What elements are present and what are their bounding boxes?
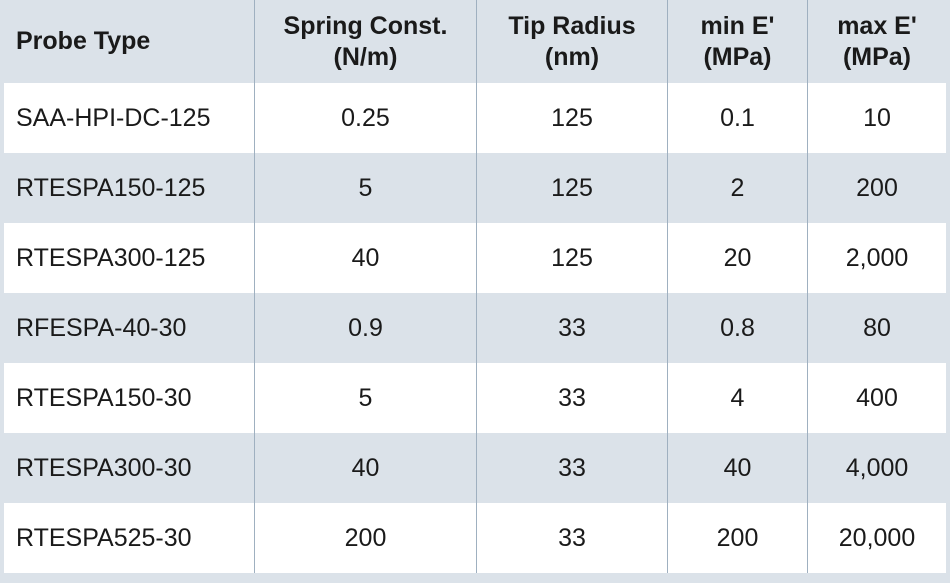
- table-cell: 33: [476, 433, 667, 503]
- table-cell: RTESPA300-125: [16, 243, 206, 272]
- table-cell: 40: [254, 223, 476, 293]
- table-row: RTESPA150-30 5 33 4 400: [4, 363, 946, 433]
- table-cell: 5: [254, 363, 476, 433]
- table-cell: 40: [254, 433, 476, 503]
- table-cell: 125: [476, 223, 667, 293]
- table-cell: SAA-HPI-DC-125: [16, 103, 211, 132]
- table-cell: RFESPA-40-30: [16, 313, 187, 342]
- table-cell: 33: [476, 503, 667, 573]
- table-cell: 5: [254, 153, 476, 223]
- table-cell: 125: [476, 153, 667, 223]
- table-row: RFESPA-40-30 0.9 33 0.8 80: [4, 293, 946, 363]
- column-header: max E' (MPa): [807, 0, 946, 83]
- table-cell: 20,000: [807, 503, 946, 573]
- table-cell: 4,000: [807, 433, 946, 503]
- header-row: Probe Type Spring Const. (N/m) Tip Radius …: [4, 0, 946, 83]
- column-header: Spring Const. (N/m): [254, 0, 476, 83]
- table-cell: 33: [476, 363, 667, 433]
- table-cell: 200: [807, 153, 946, 223]
- table-cell: 20: [667, 223, 807, 293]
- table-cell: 0.8: [667, 293, 807, 363]
- table-cell: 40: [667, 433, 807, 503]
- column-header: Tip Radius (nm): [476, 0, 667, 83]
- table-row: RTESPA300-30 40 33 40 4,000: [4, 433, 946, 503]
- table-cell: 200: [667, 503, 807, 573]
- table-cell: 125: [476, 83, 667, 153]
- table-cell: 400: [807, 363, 946, 433]
- column-header: Probe Type: [16, 27, 151, 55]
- table-cell: 33: [476, 293, 667, 363]
- table-cell: 80: [807, 293, 946, 363]
- table-cell: 0.9: [254, 293, 476, 363]
- table-cell: RTESPA300-30: [16, 453, 192, 482]
- table-row: RTESPA150-125 5 125 2 200: [4, 153, 946, 223]
- table-row: RTESPA525-30 200 33 200 20,000: [4, 503, 946, 573]
- probe-table: Probe Type Spring Const. (N/m) Tip Radius …: [4, 0, 946, 573]
- table-cell: RTESPA150-125: [16, 173, 206, 202]
- table-cell: RTESPA150-30: [16, 383, 192, 412]
- column-header: min E' (MPa): [667, 0, 807, 83]
- table-cell: 0.25: [254, 83, 476, 153]
- table-cell: RTESPA525-30: [16, 523, 192, 552]
- table-row: RTESPA300-125 40 125 20 2,000: [4, 223, 946, 293]
- table-cell: 2,000: [807, 223, 946, 293]
- table-cell: 200: [254, 503, 476, 573]
- table-cell: 4: [667, 363, 807, 433]
- table-cell: 10: [807, 83, 946, 153]
- table-row: SAA-HPI-DC-125 0.25 125 0.1 10: [4, 83, 946, 153]
- table-cell: 0.1: [667, 83, 807, 153]
- table-cell: 2: [667, 153, 807, 223]
